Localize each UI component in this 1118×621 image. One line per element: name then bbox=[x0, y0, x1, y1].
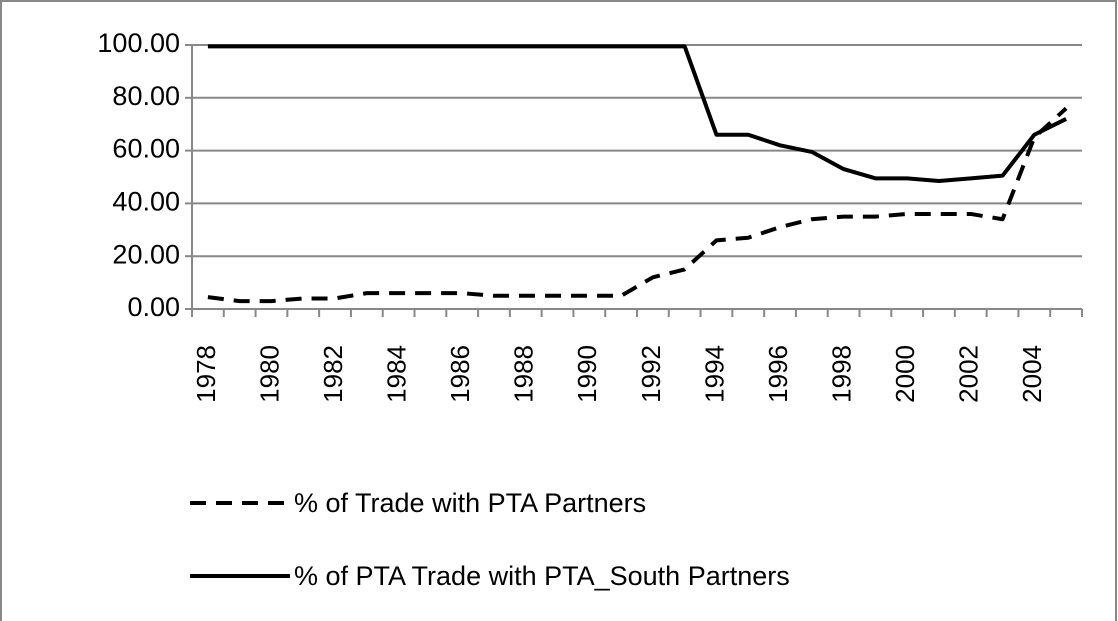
x-tick-label: 1996 bbox=[763, 345, 793, 403]
y-tick-label: 20.00 bbox=[112, 239, 180, 269]
x-tick-label: 1982 bbox=[318, 345, 348, 403]
line-series bbox=[207, 44, 1068, 183]
y-tick-label: 80.00 bbox=[112, 81, 180, 111]
x-tick-label: 2004 bbox=[1017, 345, 1047, 403]
x-tick-label: 1992 bbox=[636, 345, 666, 403]
y-tick-label: 60.00 bbox=[112, 134, 180, 164]
x-tick-label: 1978 bbox=[191, 345, 221, 403]
y-tick-label: 100.00 bbox=[97, 28, 180, 58]
x-tick-label: 1980 bbox=[254, 345, 284, 403]
y-tick-label: 40.00 bbox=[112, 187, 180, 217]
x-tick-label: 2002 bbox=[954, 345, 984, 403]
x-tick-label: 1994 bbox=[699, 345, 729, 403]
x-tick-label: 1990 bbox=[572, 345, 602, 403]
x-tick-label: 1984 bbox=[381, 345, 411, 403]
line-series bbox=[207, 106, 1068, 304]
x-tick-label: 2000 bbox=[890, 345, 920, 403]
y-tick-label: 0.00 bbox=[127, 292, 180, 322]
x-tick-label: 1988 bbox=[509, 345, 539, 403]
legend-label: % of Trade with PTA Partners bbox=[294, 488, 646, 518]
legend-label: % of PTA Trade with PTA_South Partners bbox=[294, 561, 790, 591]
x-tick-label: 1998 bbox=[826, 345, 856, 403]
x-tick-label: 1986 bbox=[445, 345, 475, 403]
